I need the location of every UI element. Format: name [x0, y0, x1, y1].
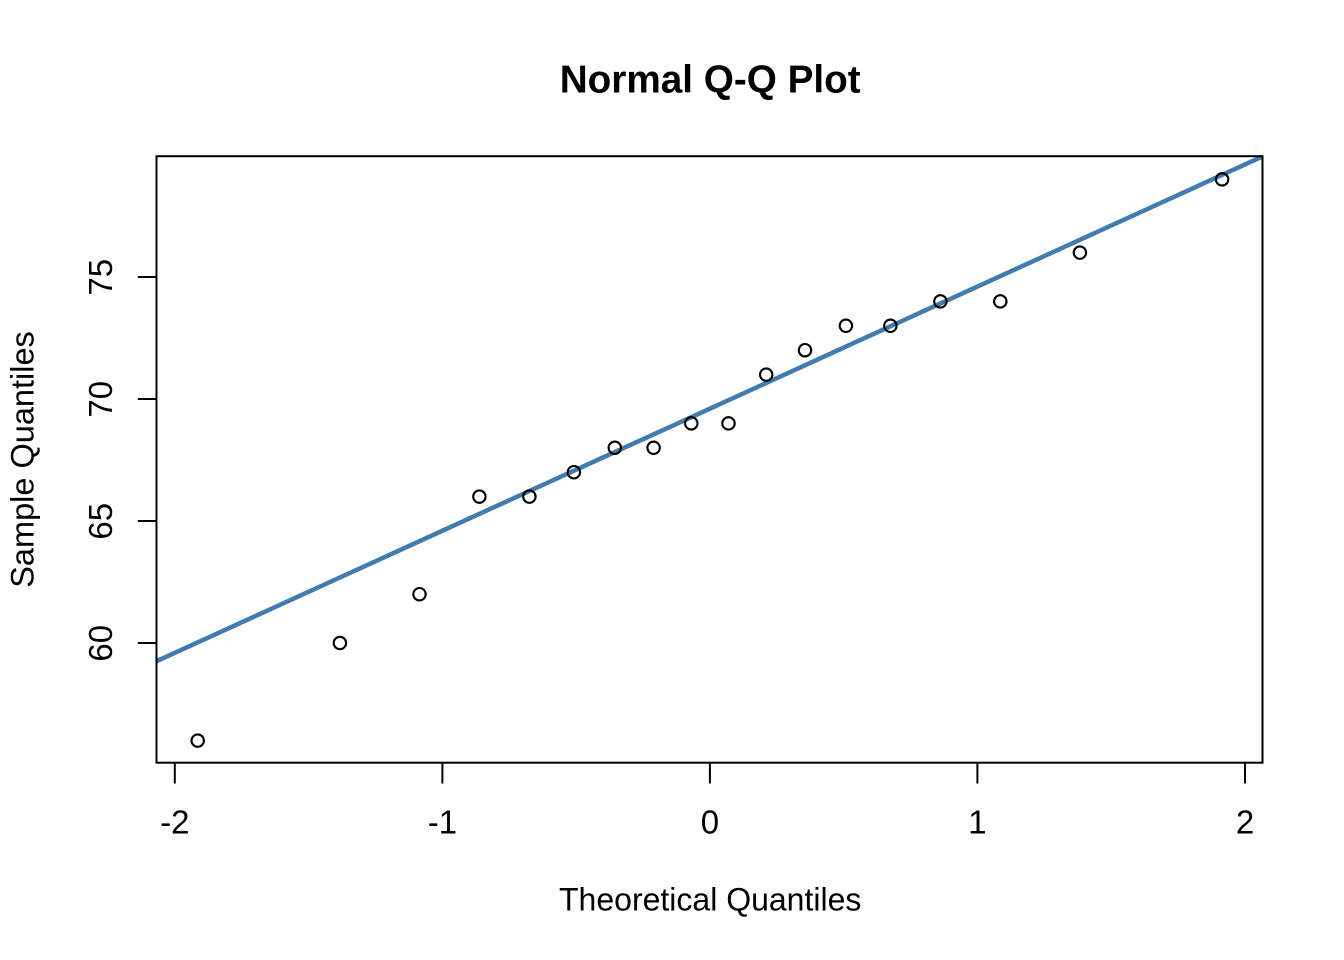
svg-text:70: 70 — [82, 381, 119, 418]
svg-text:Sample Quantiles: Sample Quantiles — [5, 331, 41, 588]
svg-text:-2: -2 — [160, 803, 189, 840]
svg-text:65: 65 — [82, 503, 119, 540]
svg-text:0: 0 — [701, 803, 719, 840]
svg-text:75: 75 — [82, 259, 119, 296]
svg-text:60: 60 — [82, 625, 119, 662]
svg-text:Theoretical Quantiles: Theoretical Quantiles — [559, 882, 861, 918]
svg-text:-1: -1 — [428, 803, 457, 840]
svg-text:1: 1 — [968, 803, 986, 840]
svg-text:2: 2 — [1236, 803, 1254, 840]
svg-text:Normal Q-Q Plot: Normal Q-Q Plot — [560, 58, 861, 101]
